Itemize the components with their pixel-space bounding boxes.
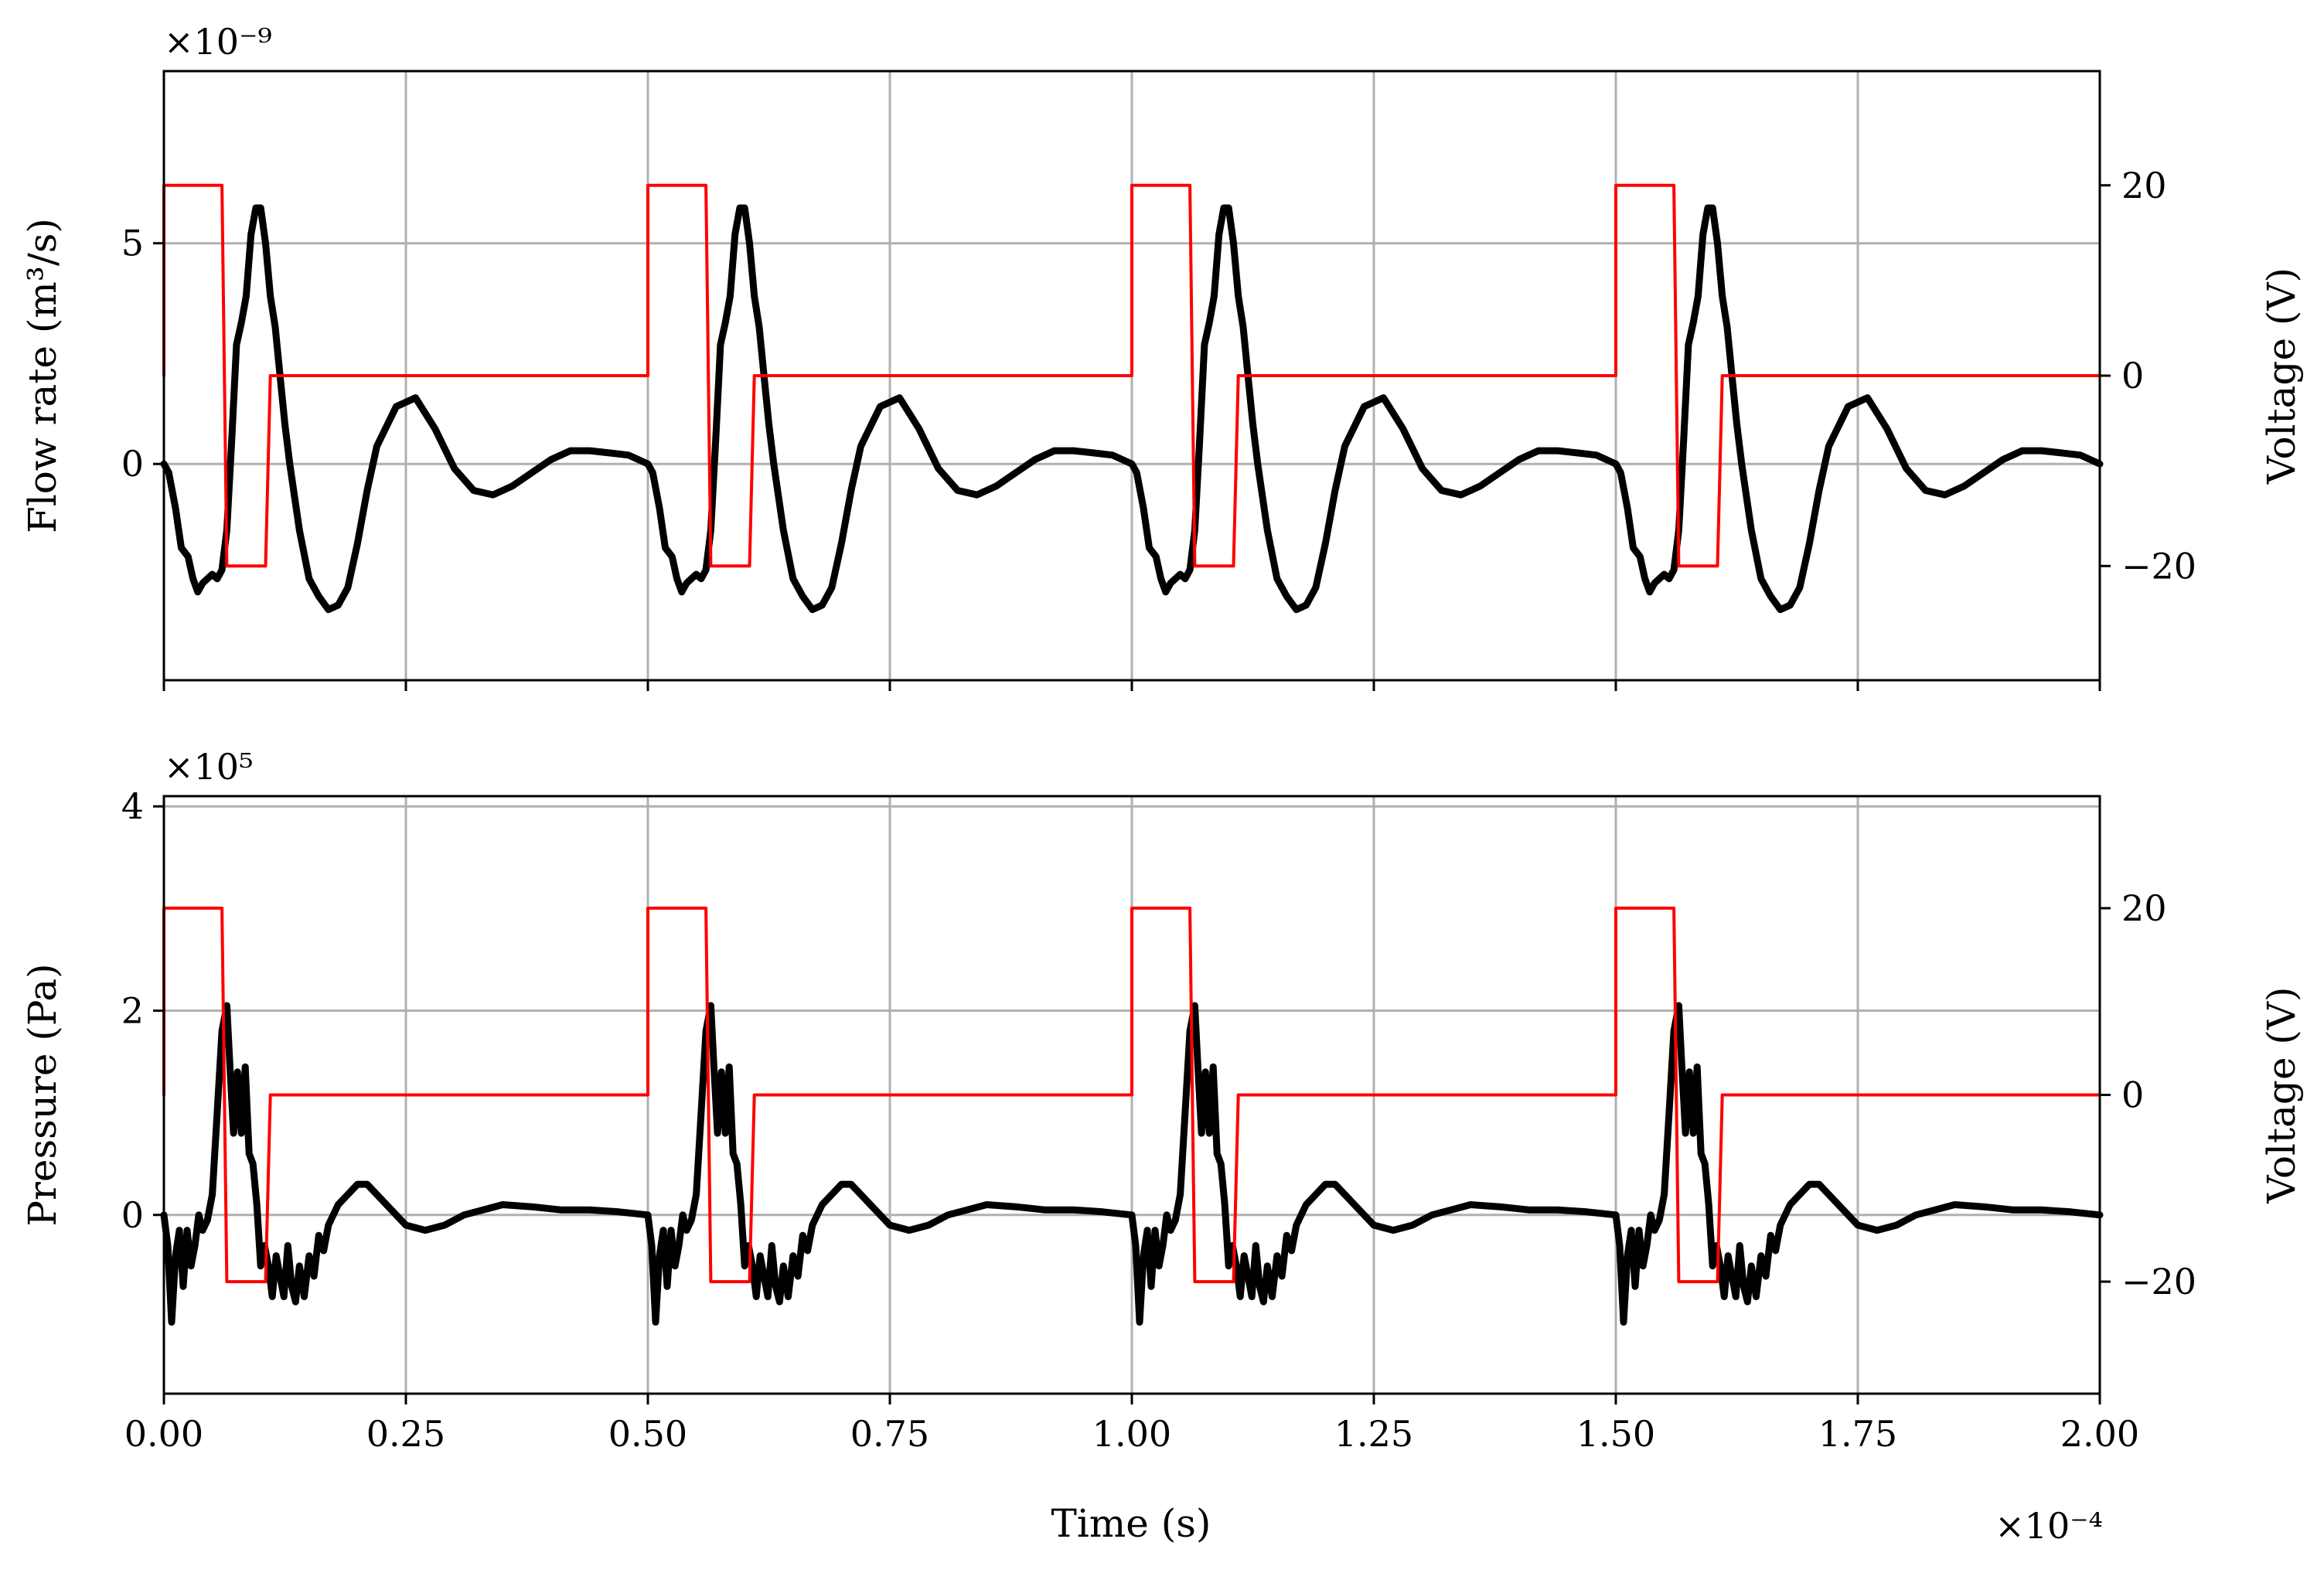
flow-rate-series-line <box>160 204 2104 614</box>
y-left-tick-label: 2 <box>121 989 144 1031</box>
y-right-tick-label: −20 <box>2121 1261 2196 1302</box>
y-right-tick-label: 20 <box>2121 165 2167 206</box>
top-y-offset-label: ×10⁻⁹ <box>164 21 272 63</box>
y-left-tick-label: 0 <box>121 1194 144 1236</box>
x-tick-label: 0.25 <box>366 1413 445 1455</box>
x-tick-label: 0.50 <box>608 1413 687 1455</box>
top-series <box>160 183 2104 614</box>
voltage-series-line <box>162 906 2101 1284</box>
y-right-tick-label: 0 <box>2121 355 2144 397</box>
bottom-y-offset-label: ×10⁵ <box>164 746 254 788</box>
y-left-tick-label: 5 <box>121 223 144 264</box>
bottom-left-axis-label: Pressure (Pa) <box>20 963 65 1226</box>
y-left-tick-label: 4 <box>121 785 144 827</box>
y-right-tick-label: −20 <box>2121 545 2196 587</box>
top-ticks: 0 5 −20 0 20 <box>121 165 2196 691</box>
bottom-series <box>160 906 2104 1326</box>
x-tick-label: 0.00 <box>124 1413 203 1455</box>
bottom-right-axis-label: Voltage (V) <box>2259 986 2304 1204</box>
x-tick-label: 1.25 <box>1334 1413 1413 1455</box>
x-tick-label: 1.50 <box>1576 1413 1655 1455</box>
y-right-tick-label: 20 <box>2121 887 2167 929</box>
x-tick-label: 2.00 <box>2060 1413 2139 1455</box>
top-right-axis-label: Voltage (V) <box>2259 267 2304 485</box>
pressure-series-line <box>160 1002 2104 1326</box>
x-tick-label: 0.75 <box>850 1413 929 1455</box>
y-right-tick-label: 0 <box>2121 1074 2144 1116</box>
x-axis-label: Time (s) <box>1051 1501 1211 1546</box>
y-left-tick-label: 0 <box>121 443 144 485</box>
bottom-ticks: 0.00 0.25 0.50 0.75 1.00 1.25 1.50 1.75 2.00 0 2 4 −… <box>121 785 2196 1455</box>
x-tick-label: 1.75 <box>1818 1413 1897 1455</box>
top-subplot-flow-rate: 0 5 −20 0 20 Flow rate (m³/s) Voltage (V) ×1… <box>20 21 2304 691</box>
x-offset-label: ×10⁻⁴ <box>1995 1505 2103 1547</box>
top-left-axis-label: Flow rate (m³/s) <box>20 218 65 533</box>
x-tick-label: 1.00 <box>1092 1413 1171 1455</box>
bottom-subplot-pressure: 0.00 0.25 0.50 0.75 1.00 1.25 1.50 1.75 2.00 0 2 4 −… <box>20 746 2304 1455</box>
voltage-series-line <box>162 183 2101 568</box>
